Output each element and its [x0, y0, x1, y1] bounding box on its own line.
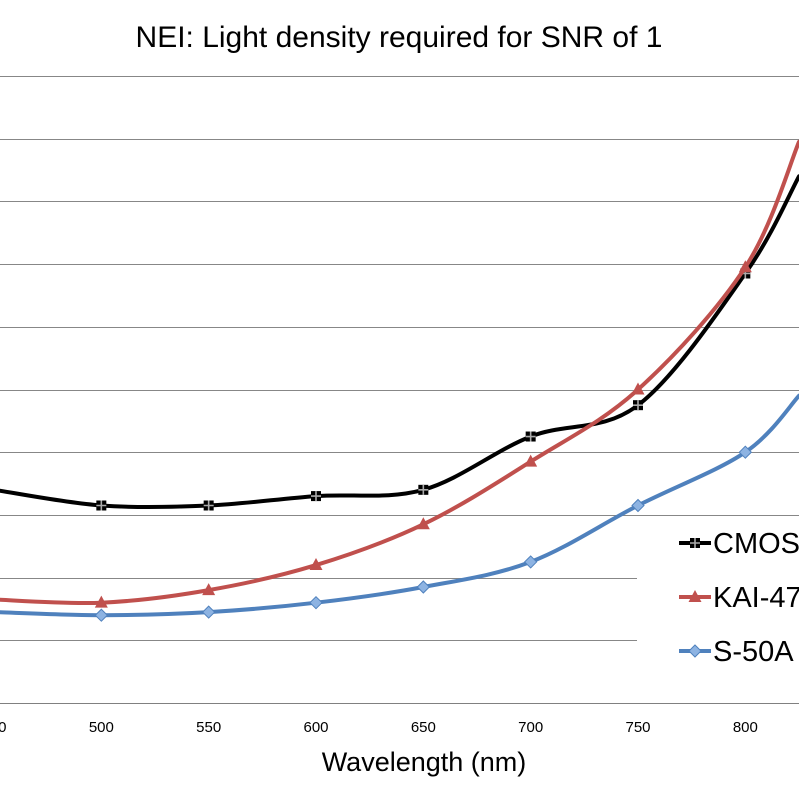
series-s-50a	[0, 393, 799, 622]
x-tick-label: 550	[196, 719, 221, 736]
x-tick-label: 500	[89, 719, 114, 736]
x-tick-label: 750	[625, 719, 650, 736]
x-axis-label: Wavelength (nm)	[322, 747, 527, 777]
series-line	[0, 174, 799, 510]
legend-marker	[690, 538, 700, 548]
legend-item: KAI-47	[679, 582, 799, 614]
x-tick-label: 450	[0, 719, 7, 736]
legend-label: CMOS	[713, 528, 799, 560]
legend-label: KAI-47	[713, 582, 799, 614]
x-tick-label: 700	[518, 719, 543, 736]
series-cmos	[0, 174, 799, 511]
legend-marker	[688, 644, 702, 658]
data-point	[416, 580, 431, 594]
data-point	[416, 517, 430, 530]
data-point	[738, 260, 752, 273]
series-line	[0, 139, 799, 606]
data-point	[94, 608, 109, 622]
grid	[0, 76, 799, 704]
data-point	[525, 431, 536, 442]
data-point	[203, 500, 214, 511]
legend: CMOS KAI-47 S-50A	[679, 528, 799, 668]
data-point	[311, 491, 321, 502]
legend-item: CMOS	[679, 528, 799, 560]
legend-label: S-50A	[713, 636, 794, 668]
legend-item: S-50A	[679, 636, 794, 668]
data-point	[631, 382, 645, 395]
series-group	[0, 139, 799, 622]
x-tick-label: 800	[733, 719, 758, 736]
data-point	[309, 595, 323, 610]
series-kai-47	[0, 139, 799, 608]
data-point	[738, 445, 753, 459]
data-point	[633, 400, 643, 411]
data-point	[201, 605, 216, 619]
legend-marker	[688, 590, 702, 602]
data-point	[524, 454, 538, 467]
data-point	[96, 500, 107, 511]
data-point	[202, 583, 216, 596]
data-point	[418, 484, 429, 495]
data-point	[94, 595, 108, 608]
data-point	[309, 558, 323, 571]
data-point	[523, 555, 538, 569]
x-tick-label: 650	[411, 719, 436, 736]
chart-title: NEI: Light density required for SNR of 1	[136, 21, 663, 54]
x-tick-labels: 450 500 550 600 650 700 750 800	[0, 719, 758, 736]
data-point	[631, 498, 645, 513]
x-tick-label: 600	[303, 719, 328, 736]
